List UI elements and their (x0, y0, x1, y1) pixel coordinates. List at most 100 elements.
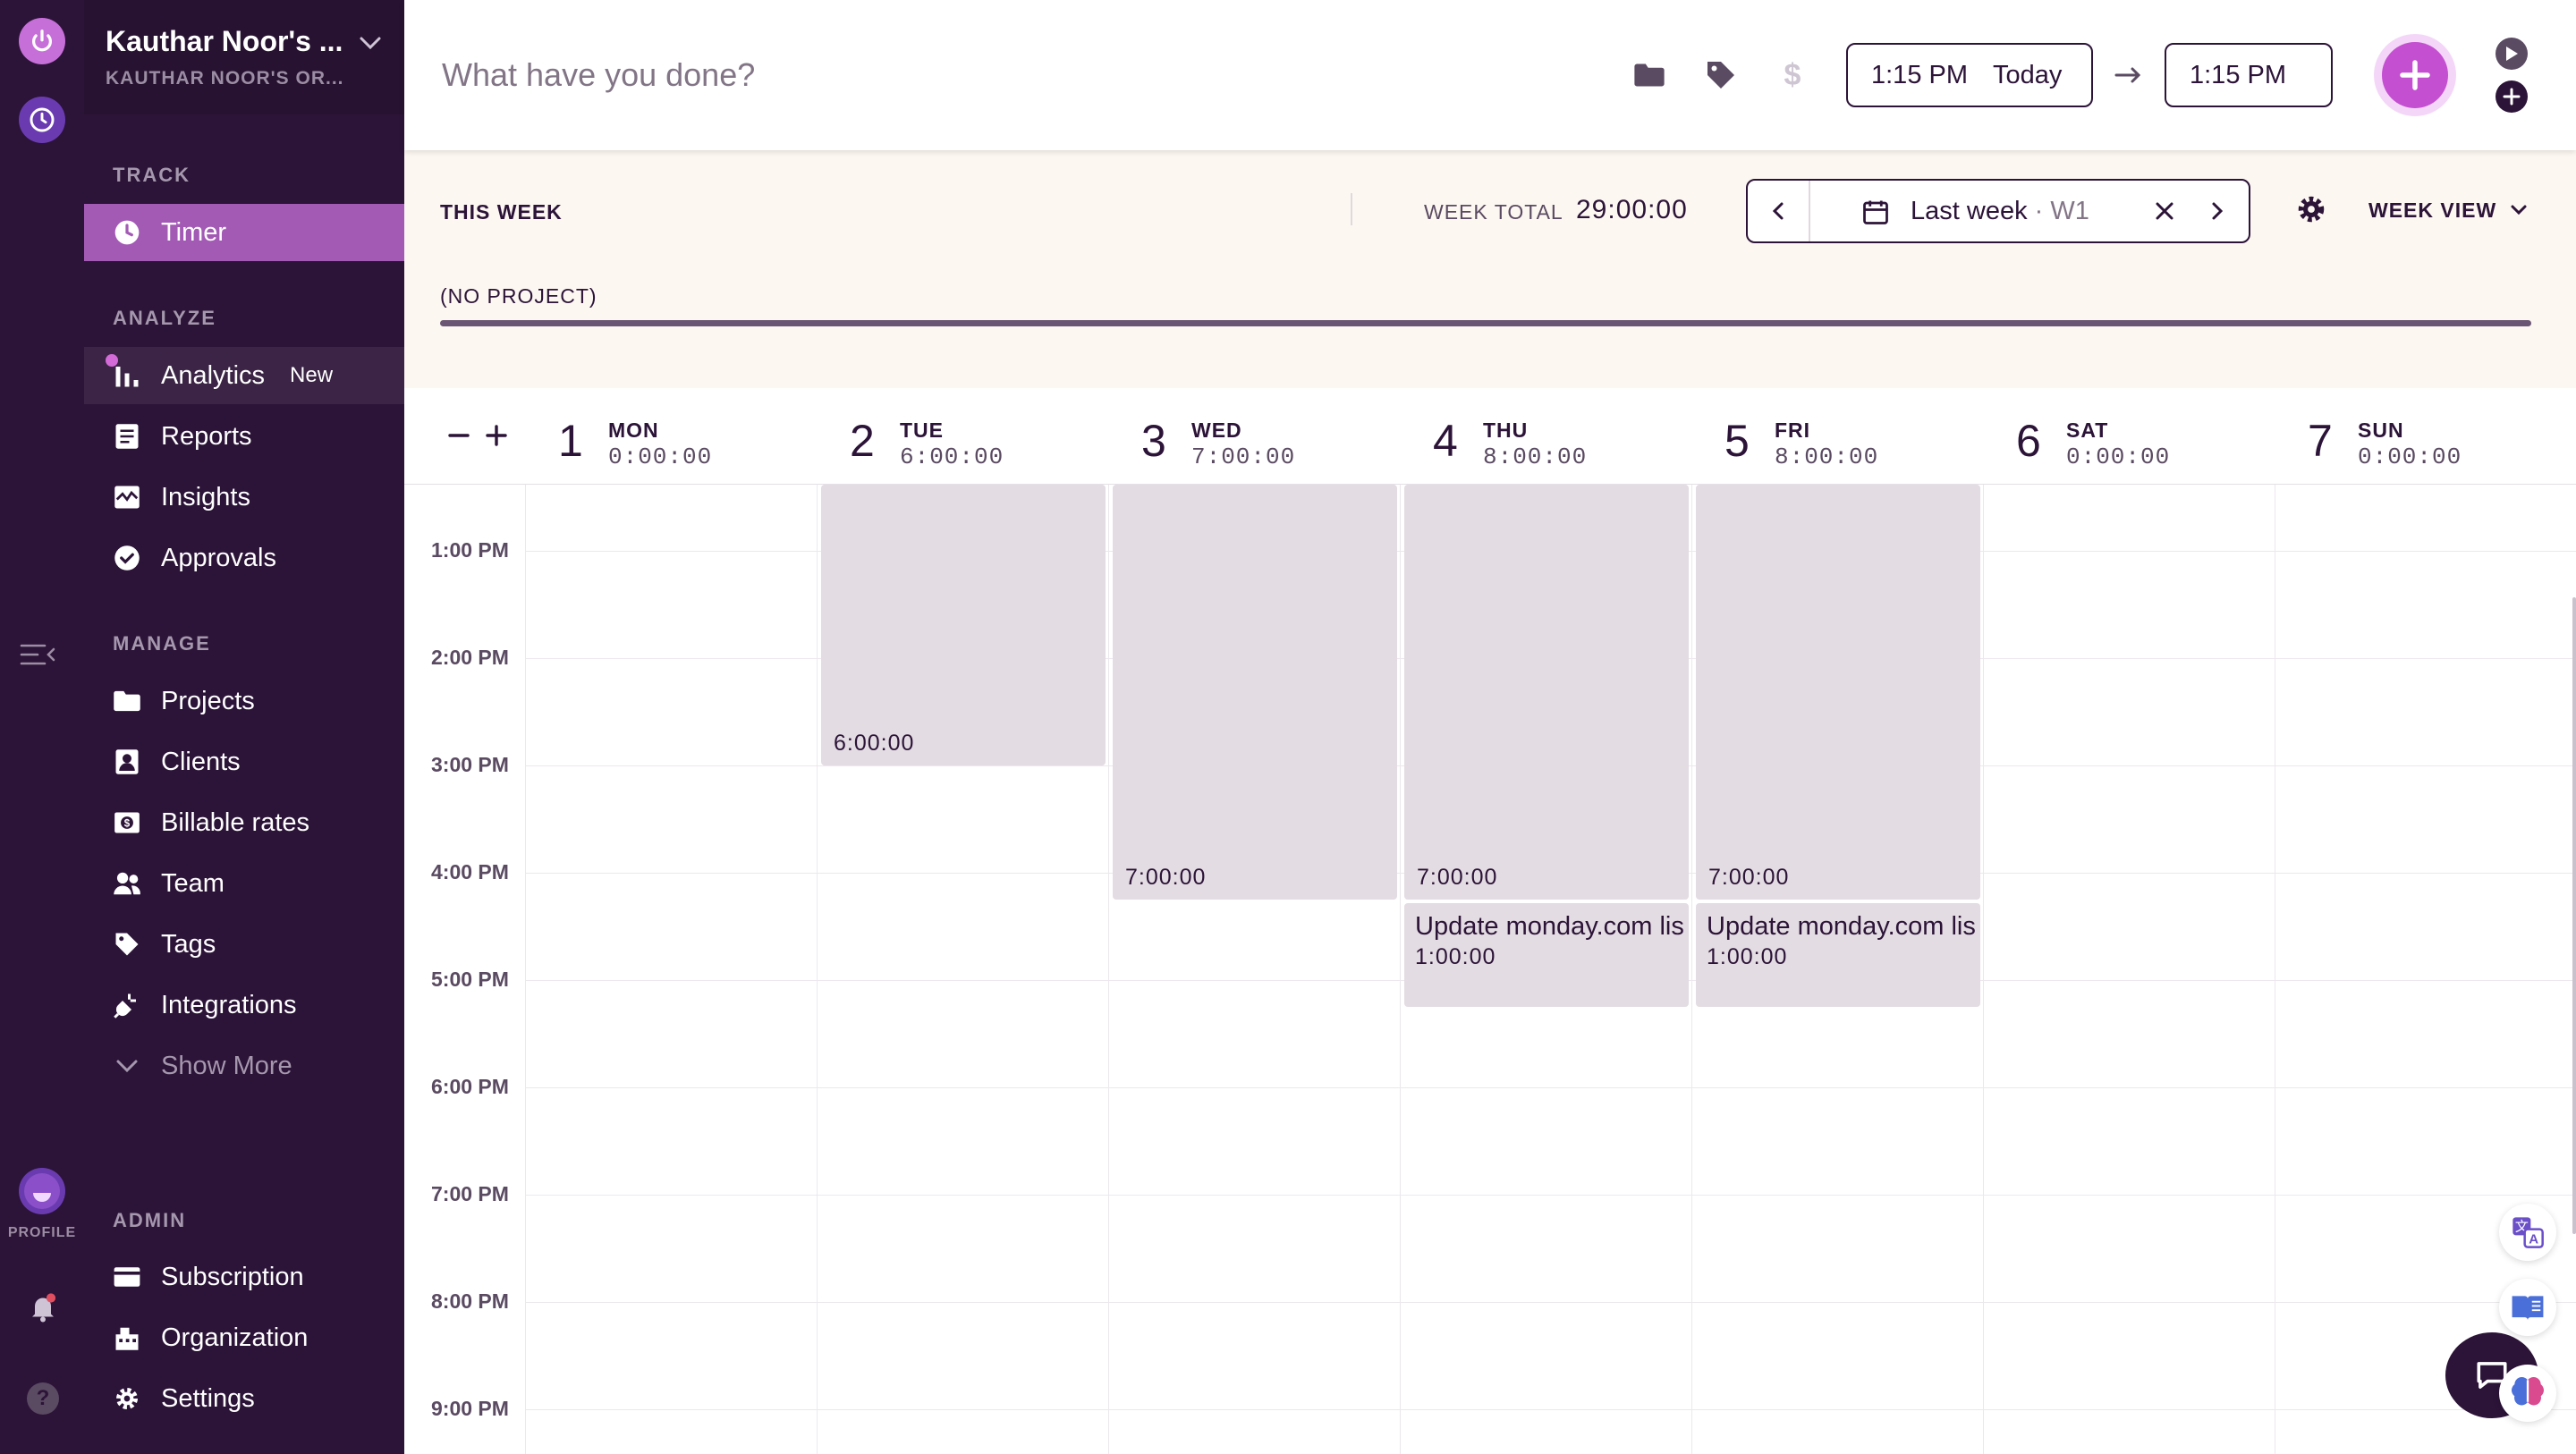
range-text: Last week (1911, 197, 2028, 225)
client-card-icon (111, 746, 143, 778)
grid-line (817, 485, 818, 1454)
hour-label: 1:00 PM (431, 538, 509, 562)
sidebar-item-integrations[interactable]: Integrations (84, 976, 404, 1034)
billable-dollar-icon[interactable]: $ (1784, 57, 1801, 92)
gear-icon[interactable] (2295, 193, 2327, 230)
sidebar-item-organization[interactable]: Organization (84, 1309, 404, 1366)
end-time-field[interactable]: 1:15 PM (2165, 43, 2333, 107)
add-entry-button[interactable] (2374, 34, 2456, 116)
entry-duration: 6:00:00 (834, 731, 915, 756)
building-icon (111, 1322, 143, 1354)
calendar-grid: 1:00 PM 2:00 PM 3:00 PM 4:00 PM 5:00 PM … (404, 485, 2576, 1454)
gear-icon (111, 1382, 143, 1415)
timer-bar: $ 1:15 PM Today 1:15 PM (404, 0, 2576, 150)
prev-week-button[interactable] (1748, 181, 1810, 241)
arrow-right-icon (2113, 63, 2145, 92)
day-total: 0:00:00 (2358, 444, 2462, 470)
day-number: 3 (1141, 416, 1166, 466)
sidebar-item-label: Analytics (161, 360, 266, 390)
next-week-button[interactable] (2186, 181, 2249, 241)
day-total: 8:00:00 (1775, 444, 1879, 470)
play-mode-icon[interactable] (2496, 38, 2528, 70)
folder-icon (111, 685, 143, 717)
divider (1351, 193, 1352, 225)
start-day: Today (1993, 60, 2063, 89)
time-entry[interactable]: 6:00:00 (821, 485, 1106, 765)
org-switcher[interactable]: Kauthar Noor's ... KAUTHAR NOOR'S OR... (84, 0, 404, 114)
sidebar-item-label: Approvals (161, 543, 276, 572)
ai-brain-icon[interactable] (2499, 1365, 2556, 1422)
sidebar-item-analytics[interactable]: Analytics New (84, 347, 404, 404)
hour-label: 7:00 PM (431, 1182, 509, 1205)
zoom-out-button[interactable] (447, 424, 470, 452)
time-entry[interactable]: 7:00:00 (1113, 485, 1397, 900)
grid-line (525, 485, 526, 1454)
collapse-sidebar-icon[interactable] (20, 640, 55, 669)
svg-text:A: A (2529, 1232, 2538, 1247)
day-name: TUE (900, 418, 944, 442)
sidebar-item-label: Timer (161, 217, 227, 247)
zoom-in-button[interactable] (485, 424, 508, 452)
sidebar-item-clients[interactable]: Clients (84, 733, 404, 790)
day-number: 2 (850, 416, 875, 466)
grid-line (1400, 485, 1401, 1454)
help-icon[interactable]: ? (27, 1382, 59, 1415)
sidebar-item-label: Insights (161, 482, 250, 511)
tag-icon[interactable] (1701, 55, 1741, 95)
week-summary: THIS WEEK WEEK TOTAL 29:00:00 Last week … (404, 150, 2576, 388)
sidebar-item-label: Projects (161, 686, 255, 715)
timer-app-icon[interactable] (19, 97, 65, 143)
grid-line (526, 1195, 2576, 1196)
grid-line (1983, 485, 1984, 1454)
manual-mode-icon[interactable] (2496, 80, 2528, 113)
chevron-down-icon (2511, 205, 2527, 216)
sidebar-item-reports[interactable]: Reports (84, 408, 404, 465)
folder-icon[interactable] (1630, 55, 1669, 95)
sidebar-item-subscription[interactable]: Subscription (84, 1248, 404, 1306)
section-analyze: ANALYZE (113, 307, 216, 329)
description-input[interactable] (440, 52, 1245, 98)
sidebar-show-more[interactable]: Show More (84, 1037, 404, 1095)
grid-line (1691, 485, 1692, 1454)
sidebar-item-timer[interactable]: Timer (84, 204, 404, 261)
start-time-field[interactable]: 1:15 PM Today (1846, 43, 2093, 107)
sidebar-item-team[interactable]: Team (84, 855, 404, 912)
date-range-picker: Last week · W1 (1746, 179, 2250, 243)
tag-icon (111, 928, 143, 960)
day-number: 5 (1724, 416, 1750, 466)
sidebar-item-approvals[interactable]: Approvals (84, 529, 404, 587)
view-switcher[interactable]: WEEK VIEW (2368, 199, 2529, 223)
sidebar-item-label: Integrations (161, 990, 297, 1019)
scrollbar[interactable] (2572, 597, 2576, 1234)
project-label: (NO PROJECT) (440, 284, 597, 308)
view-label: WEEK VIEW (2368, 199, 2497, 222)
power-icon[interactable] (19, 18, 65, 64)
grid-line (526, 1302, 2576, 1303)
sidebar-item-insights[interactable]: Insights (84, 469, 404, 526)
day-name: SAT (2066, 418, 2109, 442)
pulse-icon (111, 481, 143, 513)
day-name: FRI (1775, 418, 1811, 442)
sidebar-item-billable-rates[interactable]: $ Billable rates (84, 794, 404, 851)
sidebar-item-projects[interactable]: Projects (84, 672, 404, 730)
day-total: 7:00:00 (1191, 444, 1296, 470)
time-entry[interactable]: 7:00:00 (1404, 485, 1689, 900)
sidebar-item-tags[interactable]: Tags (84, 916, 404, 973)
sidebar-item-settings[interactable]: Settings (84, 1370, 404, 1427)
range-label[interactable]: Last week · W1 (1911, 197, 2089, 225)
time-entry[interactable]: Update monday.com lis 1:00:00 (1696, 903, 1980, 1007)
time-entry[interactable]: Update monday.com lis 1:00:00 (1404, 903, 1689, 1007)
svg-text:$: $ (124, 819, 131, 830)
org-name: Kauthar Noor's ... (106, 25, 343, 57)
day-number: 6 (2016, 416, 2041, 466)
sidebar-item-label: Billable rates (161, 807, 310, 837)
sidebar-item-label: Team (161, 868, 225, 898)
icon-rail: PROFILE ? (0, 0, 84, 1454)
hour-label: 8:00 PM (431, 1289, 509, 1313)
clear-range-icon[interactable] (2152, 199, 2177, 228)
notification-bell-icon[interactable] (27, 1291, 59, 1323)
avatar[interactable] (19, 1168, 65, 1214)
reader-book-icon[interactable] (2499, 1279, 2556, 1336)
time-entry[interactable]: 7:00:00 (1696, 485, 1980, 900)
